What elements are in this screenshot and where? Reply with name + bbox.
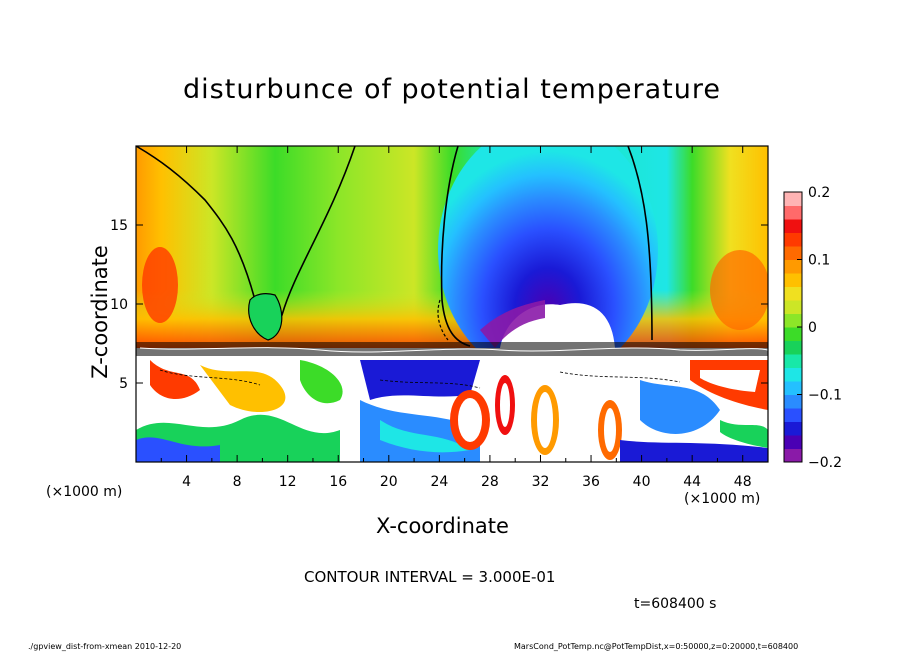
colorbar-swatch xyxy=(784,246,802,260)
x-tick-label: 24 xyxy=(430,474,448,490)
footer-source: MarsCond_PotTemp.nc@PotTempDist,x=0:5000… xyxy=(514,642,799,651)
y-tick-label: 15 xyxy=(110,218,128,234)
colorbar-swatch xyxy=(784,232,802,247)
colorbar-swatch xyxy=(784,354,802,368)
x-tick-label: 40 xyxy=(633,474,651,490)
colorbar-swatch xyxy=(784,313,802,328)
x-tick-label: 16 xyxy=(329,474,347,490)
x-tick-label: 32 xyxy=(532,474,550,490)
y-axis-label: Z-coordinate xyxy=(88,245,112,379)
colorbar-swatch xyxy=(784,219,802,233)
x-tick-label: 36 xyxy=(582,474,600,490)
x-tick-label: 20 xyxy=(380,474,398,490)
colorbar-swatch xyxy=(784,340,802,355)
chart-title: disturbunce of potential temperature xyxy=(183,74,721,105)
colorbar-tick-label: 0.2 xyxy=(808,185,830,201)
x-tick-label: 8 xyxy=(233,474,242,490)
colorbar-tick-label: −0.2 xyxy=(808,455,842,471)
colorbar-swatch xyxy=(784,394,802,409)
colorbar-tick-label: 0.1 xyxy=(808,253,830,269)
y-tick-label: 10 xyxy=(110,297,128,313)
colorbar-swatch xyxy=(784,300,802,314)
time-label: t=608400 s xyxy=(634,596,717,612)
plot-field xyxy=(136,146,768,462)
colorbar-swatch xyxy=(784,435,802,449)
x-unit-label-left: (×1000 m) xyxy=(46,484,123,500)
colorbar-swatch xyxy=(784,273,802,287)
colorbar-swatch xyxy=(784,259,802,274)
colorbar-swatch xyxy=(784,367,802,382)
colorbar-swatch xyxy=(784,286,802,301)
colorbar-swatch xyxy=(784,327,802,341)
colorbar-tick-label: 0 xyxy=(808,320,817,336)
x-tick-label: 44 xyxy=(683,474,701,490)
colorbar-tick-label: −0.1 xyxy=(808,388,842,404)
x-unit-label-right: (×1000 m) xyxy=(684,491,761,507)
colorbar: 0.2 0.1 0 −0.1 −0.2 xyxy=(783,185,842,471)
x-tick-label: 28 xyxy=(481,474,499,490)
colorbar-swatch xyxy=(784,448,802,463)
footer-command: ./gpview_dist-from-xmean 2010-12-20 xyxy=(28,642,182,651)
colorbar-swatch xyxy=(784,192,802,206)
x-tick-label: 4 xyxy=(182,474,191,490)
x-tick-label: 12 xyxy=(279,474,297,490)
colorbar-swatch xyxy=(784,381,802,395)
contour-interval-label: CONTOUR INTERVAL = 3.000E-01 xyxy=(304,568,556,586)
colorbar-swatch xyxy=(784,421,802,436)
y-tick-label: 5 xyxy=(119,376,128,392)
x-tick-label: 48 xyxy=(734,474,752,490)
x-axis: 4 8 12 16 20 24 28 32 36 40 44 48 xyxy=(160,146,752,490)
colorbar-swatch xyxy=(784,205,802,220)
x-axis-label: X-coordinate xyxy=(376,514,509,538)
colorbar-swatch xyxy=(784,408,802,422)
y-axis: 5 10 15 xyxy=(110,218,768,392)
